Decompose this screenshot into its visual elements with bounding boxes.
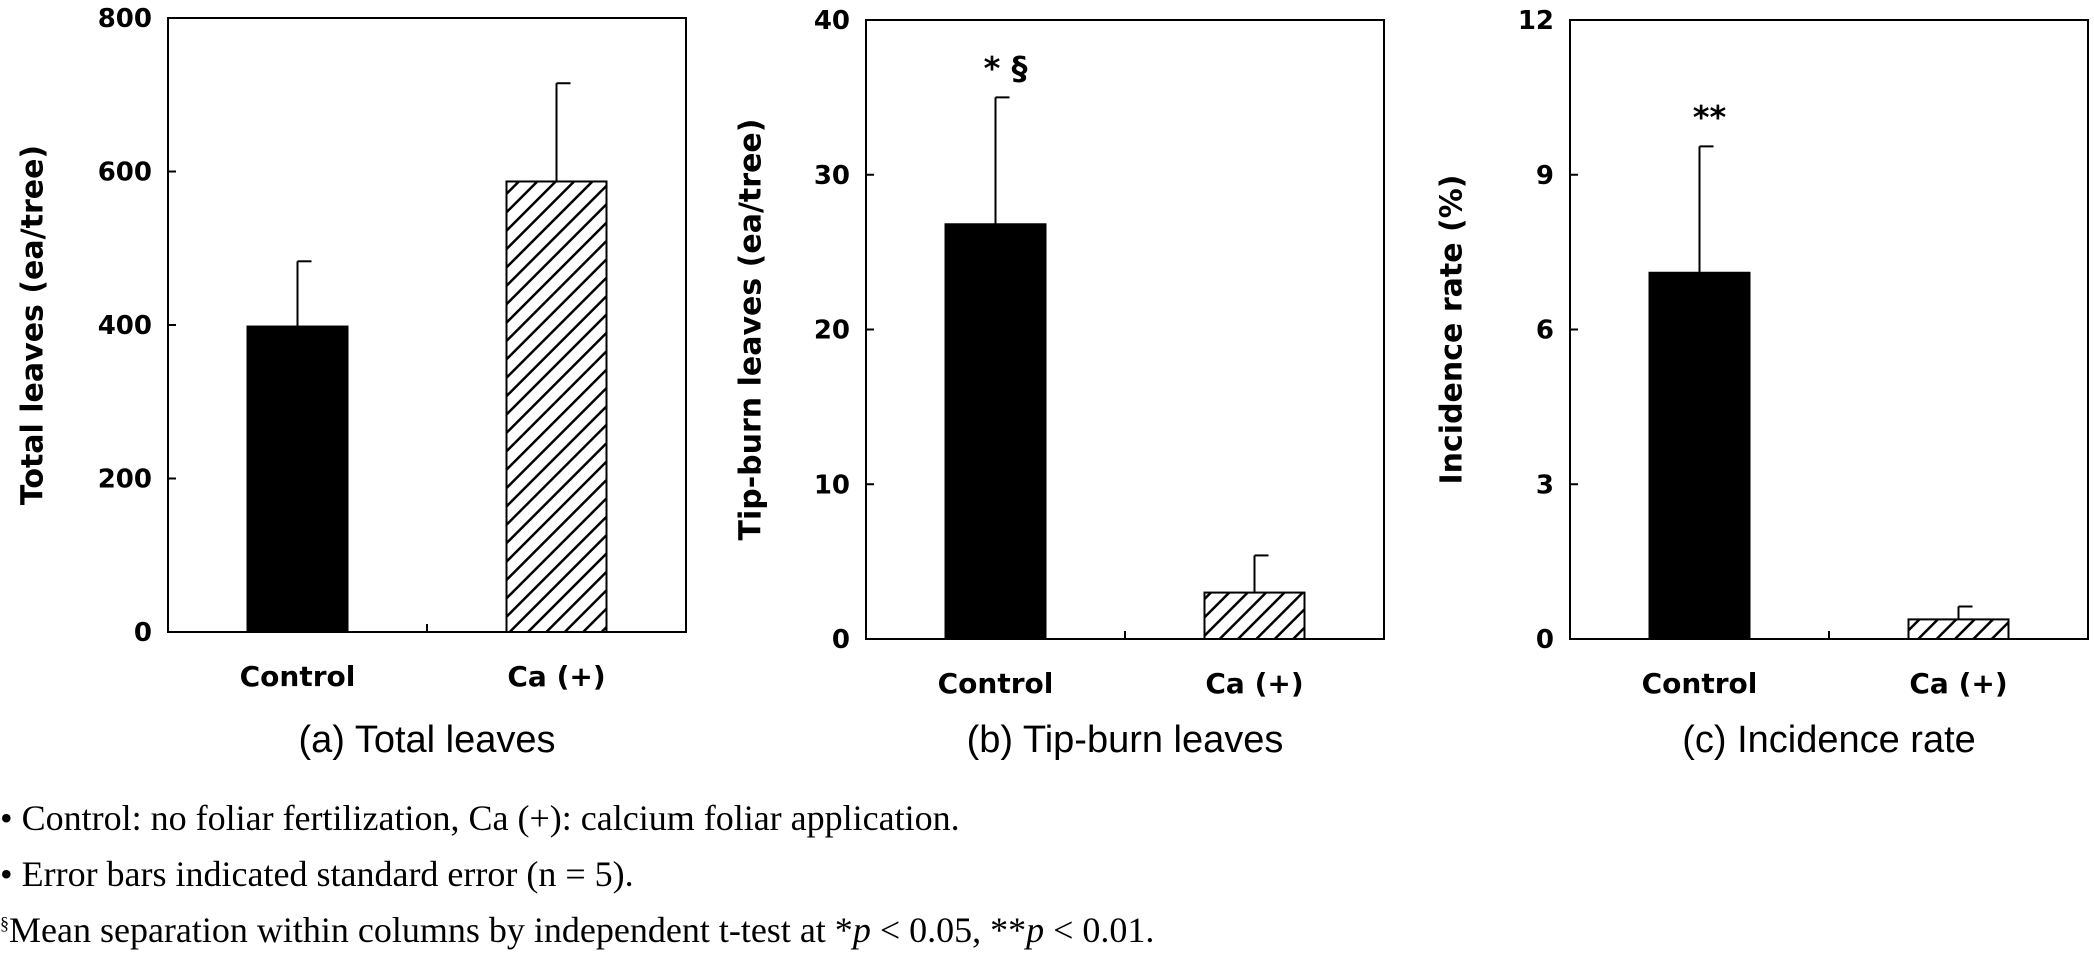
y-tick-label: 9 [1536,161,1554,191]
bar-control [944,223,1047,641]
note-text-a: Mean separation within columns by indepe… [9,910,853,950]
figure-notes: • Control: no foliar fertilization, Ca (… [0,790,2094,958]
category-label: Ca (+) [507,660,605,693]
plot-frame [1569,19,2089,640]
significance-label: * § [984,49,1028,87]
y-tick-label: 0 [832,625,850,655]
bar-ca [505,180,608,633]
y-tick-label: 30 [814,161,850,191]
category-label: Control [938,667,1054,700]
note-mean-separation: §Mean separation within columns by indep… [0,902,2094,958]
y-tick-label: 400 [98,311,152,341]
significance-label: ** [1693,98,1727,136]
y-tick-label: 20 [814,316,850,346]
note-error-bars: • Error bars indicated standard error (n… [0,854,634,894]
bar-ca [1203,591,1306,641]
y-axis-title: Tip-burn leaves (ea/tree) [734,119,769,541]
p-symbol-2: p [1026,910,1045,950]
y-tick-label: 800 [98,4,152,34]
y-tick-label: 3 [1536,470,1554,500]
section-mark: § [0,913,9,933]
category-label: Ca (+) [1205,667,1303,700]
panel-caption: (b) Tip-burn leaves [967,719,1284,761]
y-tick-label: 0 [134,618,152,648]
y-tick-label: 600 [98,158,152,188]
y-tick-label: 6 [1536,316,1554,346]
y-axis-title: Total leaves (ea/tree) [16,145,51,505]
y-tick-label: 10 [814,470,850,500]
y-tick-label: 0 [1536,625,1554,655]
y-tick-label: 12 [1518,6,1554,36]
note-text-b: < 0.05, ** [870,910,1027,950]
category-label: Ca (+) [1909,667,2007,700]
bar-ca [1907,618,2010,640]
panel-caption: (c) Incidence rate [1682,719,1976,761]
y-tick-label: 200 [98,465,152,495]
note-text-c: < 0.01. [1044,910,1155,950]
note-treatments: • Control: no foliar fertilization, Ca (… [0,798,960,838]
y-tick-label: 40 [814,6,850,36]
bar-control [1648,271,1751,640]
category-label: Control [240,660,356,693]
y-axis-title: Incidence rate (%) [1435,175,1470,485]
category-label: Control [1642,667,1758,700]
plot-frame [865,19,1385,640]
bar-control [246,325,349,633]
panel-caption: (a) Total leaves [299,719,556,761]
plot-frame [167,17,687,633]
p-symbol-1: p [852,910,871,950]
